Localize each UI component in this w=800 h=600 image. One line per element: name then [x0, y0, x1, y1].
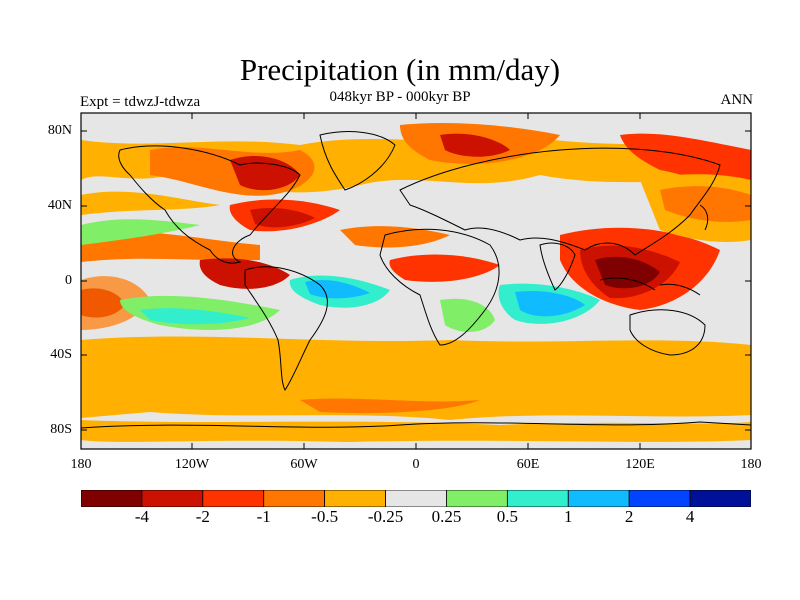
anomaly-region: [389, 254, 500, 282]
longitude-label: 180: [740, 457, 762, 472]
coastline-africa: [379, 228, 500, 346]
plot-title: Precipitation (in mm/day): [239, 52, 561, 87]
coastline-india: [539, 242, 576, 291]
coastlines: [81, 131, 751, 429]
colorbar-swatch: [141, 490, 204, 507]
longitude-label: 60W: [290, 457, 318, 472]
anomaly-region: [81, 231, 260, 262]
coastline-eurasia: [399, 147, 721, 256]
colorbar-swatch: [446, 490, 508, 507]
experiment-label: Expt = tdwzJ-tdwza: [80, 94, 201, 110]
coastline-north-america: [118, 145, 301, 264]
longitude-label: 60E: [516, 457, 540, 472]
anomaly-region: [300, 398, 480, 414]
anomaly-region: [660, 186, 751, 222]
colorbar-label: 2: [624, 507, 634, 526]
anomaly-region: [440, 298, 495, 332]
coastline-greenland: [319, 131, 396, 191]
colorbar-swatch: [263, 490, 326, 507]
colorbar: [81, 490, 751, 507]
axis-ticks: [80, 113, 752, 449]
anomaly-region: [81, 420, 751, 442]
anomaly-region: [515, 290, 585, 317]
colorbar-swatch: [202, 490, 265, 507]
anomaly-region: [440, 133, 510, 157]
colorbar-swatch: [567, 490, 630, 507]
colorbar-label: 0.25: [431, 507, 462, 526]
latitude-label: 80N: [47, 123, 72, 138]
coastline-japan: [699, 204, 709, 231]
plot-subtitle: 048kyr BP - 000kyr BP: [329, 89, 471, 105]
anomaly-region: [81, 219, 200, 245]
longitude-label: 0: [412, 457, 420, 472]
latitude-label: 40S: [50, 347, 72, 362]
colorbar-swatch: [81, 490, 143, 507]
coastline-antarctica: [81, 421, 751, 429]
longitude-label: 180: [70, 457, 92, 472]
latitude-label: 80S: [50, 422, 72, 437]
anomaly-region: [250, 207, 315, 228]
longitude-label: 120W: [174, 457, 210, 472]
colorbar-label: -0.25: [367, 507, 404, 526]
anomaly-region: [81, 191, 220, 215]
anomaly-region: [81, 276, 150, 330]
precipitation-field: [81, 123, 751, 442]
season-label: ANN: [720, 92, 754, 108]
anomaly-region: [340, 226, 450, 248]
colorbar-swatch: [689, 490, 751, 507]
anomaly-region: [595, 256, 660, 289]
coastline-south-america: [244, 266, 328, 391]
anomaly-region: [230, 155, 300, 191]
colorbar-label: 1: [564, 507, 573, 526]
colorbar-label: 4: [685, 507, 695, 526]
colorbar-label: 0.5: [496, 507, 518, 526]
anomaly-region: [305, 280, 370, 299]
colorbar-swatch: [385, 490, 447, 507]
coastline-indonesia: [599, 277, 701, 296]
coastline-australia: [629, 309, 706, 356]
colorbar-swatch: [506, 490, 569, 507]
longitude-label: 120E: [625, 457, 655, 472]
colorbar-label: -0.5: [311, 507, 339, 526]
colorbar-swatch: [324, 490, 386, 507]
latitude-label: 40N: [47, 198, 72, 213]
colorbar-label: -1: [256, 507, 271, 526]
colorbar-swatch: [628, 490, 691, 507]
colorbar-label: -2: [195, 507, 210, 526]
anomaly-region: [81, 375, 751, 420]
colorbar-label: -4: [134, 507, 149, 526]
anomaly-region: [140, 308, 250, 325]
latitude-label: 0: [65, 273, 72, 288]
